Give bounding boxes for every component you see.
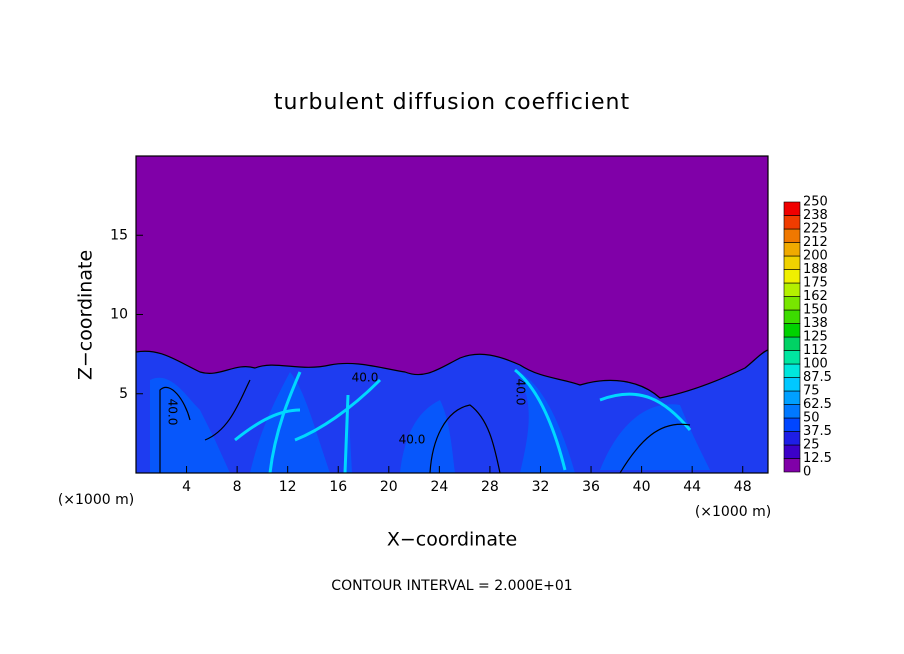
colorbar-label: 212 bbox=[803, 235, 828, 250]
x-tick-label: 8 bbox=[233, 479, 242, 495]
colorbar-box bbox=[783, 377, 801, 392]
colorbar-label: 0 bbox=[803, 465, 811, 480]
colorbar-label: 250 bbox=[803, 195, 828, 210]
colorbar-box bbox=[783, 404, 801, 419]
x-tick-label: 24 bbox=[430, 479, 448, 495]
x-unit-label: (×1000 m) bbox=[58, 492, 134, 508]
x-tick-label: 12 bbox=[279, 479, 297, 495]
colorbar-box bbox=[783, 309, 801, 324]
colorbar-label: 225 bbox=[803, 222, 828, 237]
x-tick-label: 16 bbox=[329, 479, 347, 495]
colorbar-label: 50 bbox=[803, 411, 820, 426]
colorbar-label: 162 bbox=[803, 289, 828, 304]
colorbar-box bbox=[783, 417, 801, 432]
colorbar-label: 138 bbox=[803, 316, 828, 331]
colorbar-box bbox=[783, 201, 801, 216]
colorbar-label: 238 bbox=[803, 208, 828, 223]
contour-label: 40.0 bbox=[514, 379, 528, 406]
y-tick-label: 5 bbox=[119, 386, 128, 402]
colorbar-label: 200 bbox=[803, 249, 828, 264]
contour-label: 40.0 bbox=[399, 433, 426, 447]
colorbar-box bbox=[783, 323, 801, 338]
x-unit-label: (×1000 m) bbox=[695, 504, 771, 520]
x-tick-label: 48 bbox=[734, 479, 752, 495]
x-axis-label: X−coordinate bbox=[387, 529, 517, 551]
x-tick-label: 44 bbox=[683, 479, 701, 495]
turbulent-streak bbox=[234, 368, 692, 474]
colorbar-box bbox=[783, 458, 801, 473]
colorbar-label: 37.5 bbox=[803, 424, 832, 439]
colorbar-box bbox=[783, 215, 801, 230]
y-tick-label: 10 bbox=[110, 307, 128, 323]
colorbar-box bbox=[783, 242, 801, 257]
colorbar-label: 25 bbox=[803, 438, 820, 453]
colorbar-label: 100 bbox=[803, 357, 828, 372]
colorbar-label: 125 bbox=[803, 330, 828, 345]
colorbar-label: 12.5 bbox=[803, 451, 832, 466]
x-tick-label: 40 bbox=[633, 479, 651, 495]
colorbar-label: 87.5 bbox=[803, 370, 832, 385]
x-tick-label: 36 bbox=[582, 479, 600, 495]
footer-note: CONTOUR INTERVAL = 2.000E+01 bbox=[331, 578, 572, 594]
colorbar-box bbox=[783, 296, 801, 311]
colorbar-box bbox=[783, 269, 801, 284]
colorbar-label: 150 bbox=[803, 303, 828, 318]
colorbar-label: 175 bbox=[803, 276, 828, 291]
colorbar-box bbox=[783, 431, 801, 446]
colorbar-box bbox=[783, 282, 801, 297]
colorbar-box bbox=[783, 350, 801, 365]
colorbar-box bbox=[783, 336, 801, 351]
contour-label: 40.0 bbox=[352, 371, 379, 385]
colorbar-label: 62.5 bbox=[803, 397, 832, 412]
colorbar-label: 112 bbox=[803, 343, 828, 358]
x-tick-label: 20 bbox=[380, 479, 398, 495]
colorbar-box bbox=[783, 228, 801, 243]
contour-label: 40.0 bbox=[166, 399, 180, 426]
colorbar-box bbox=[783, 363, 801, 378]
colorbar-box bbox=[783, 255, 801, 270]
contour-line bbox=[135, 349, 769, 474]
x-tick-label: 32 bbox=[532, 479, 550, 495]
y-tick-label: 15 bbox=[110, 227, 128, 243]
chart-title: turbulent diffusion coefficient bbox=[274, 90, 630, 115]
colorbar-box bbox=[783, 390, 801, 405]
y-axis-label: Z−coordinate bbox=[75, 250, 97, 380]
colorbar-box bbox=[783, 444, 801, 459]
x-tick-label: 4 bbox=[182, 479, 191, 495]
field bbox=[135, 156, 769, 474]
x-tick-label: 28 bbox=[481, 479, 499, 495]
colorbar-label: 75 bbox=[803, 384, 820, 399]
colorbar-label: 188 bbox=[803, 262, 828, 277]
